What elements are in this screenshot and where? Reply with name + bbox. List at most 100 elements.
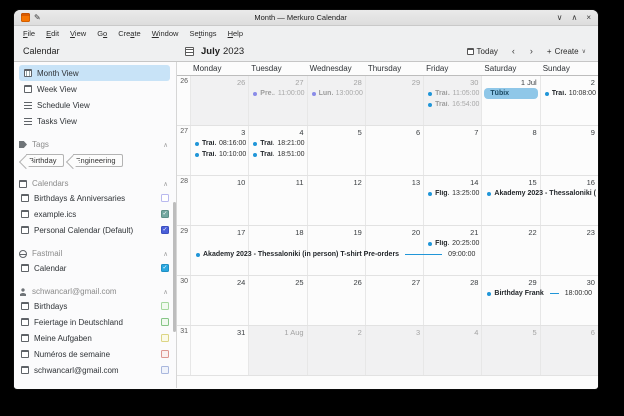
day-cell-28[interactable]: 28	[423, 276, 481, 325]
maximize-button[interactable]: ∧	[571, 13, 578, 22]
menu-item-file[interactable]: File	[23, 29, 36, 38]
next-month-button[interactable]: ›	[525, 46, 538, 56]
event-lun-13-00-00[interactable]: Lun…13:00:00	[308, 88, 365, 99]
day-cell-12[interactable]: 12	[306, 176, 365, 225]
previous-month-button[interactable]: ‹	[507, 46, 520, 56]
event-pre-11-00-00[interactable]: Pre…11:00:00	[249, 88, 306, 99]
day-cell-6[interactable]: 6	[539, 326, 598, 375]
day-cell-25[interactable]: 25	[248, 276, 306, 325]
sidebar-toggle-icon[interactable]	[185, 46, 194, 56]
section-header-schwancarl-gmail-com[interactable]: schwancarl@gmail.com ∧	[19, 285, 170, 298]
calendar-checkbox[interactable]	[161, 366, 169, 374]
day-cell-22[interactable]: 22	[481, 226, 539, 275]
calendar-checkbox[interactable]	[161, 334, 169, 342]
calendar-list-item-num-ros-de-semaine[interactable]: Numéros de semaine	[19, 346, 170, 362]
event-trai-18-51-00[interactable]: Trai…18:51:00	[249, 149, 306, 160]
span-event-akademy-2023-thessaloniki-in-person[interactable]: Akademy 2023 - Thessaloniki (in person)	[483, 188, 596, 199]
day-cell-26[interactable]: 26	[190, 76, 249, 125]
day-cell-29[interactable]: 29	[481, 276, 539, 325]
day-cell-19[interactable]: 19	[306, 226, 365, 275]
day-cell-2[interactable]: 2	[306, 326, 365, 375]
sidebar-scrollbar[interactable]	[173, 202, 176, 332]
event-trai-10-10-00[interactable]: Trai…10:10:00	[191, 149, 248, 160]
day-cell-8[interactable]: 8	[481, 126, 539, 175]
calendar-checkbox[interactable]	[161, 318, 169, 326]
day-cell-26[interactable]: 26	[306, 276, 365, 325]
calendar-list-item-birthdays-anniversaries[interactable]: Birthdays & Anniversaries	[19, 190, 170, 206]
day-cell-3[interactable]: 3	[364, 326, 424, 375]
calendar-list-item-personal-calendar-default[interactable]: Personal Calendar (Default) ✓	[19, 222, 170, 238]
tag-chip-birthday[interactable]: Birthday	[26, 154, 64, 167]
day-cell-1-aug[interactable]: 1 Aug	[248, 326, 307, 375]
day-cell-9[interactable]: 9	[539, 126, 598, 175]
event-flig-20-25-00[interactable]: Flig…20:25:00	[424, 238, 481, 249]
create-button[interactable]: + Create ∨	[543, 45, 590, 58]
day-cell-27[interactable]: 27	[364, 276, 423, 325]
day-cell-20[interactable]: 20	[364, 226, 423, 275]
calendar-list-item-calendar[interactable]: Calendar ✓	[19, 260, 170, 276]
menu-item-edit[interactable]: Edit	[46, 29, 60, 38]
sidebar-item-tasks-view[interactable]: Tasks View	[19, 113, 170, 129]
event-trai-18-21-00[interactable]: Trai…18:21:00	[249, 138, 306, 149]
calendar-list-item-example-ics[interactable]: example.ics ✓	[19, 206, 170, 222]
span-event-birthday-frank[interactable]: Birthday Frank 18:00:00	[483, 288, 596, 299]
day-cell-13[interactable]: 13	[364, 176, 423, 225]
calendar-list-item-schwancarl-gmail-com[interactable]: schwancarl@gmail.com	[19, 362, 170, 378]
event-trai-16-54-00[interactable]: Trai…16:54:00	[424, 99, 481, 110]
allday-event-t-bix[interactable]: Tübix	[484, 88, 538, 99]
day-cell-5[interactable]: 5	[481, 326, 540, 375]
day-cell-15[interactable]: 15	[481, 176, 539, 225]
event-trai-08-16-00[interactable]: Trai…08:16:00	[191, 138, 248, 149]
sidebar-item-month-view[interactable]: Month View	[19, 65, 170, 81]
day-cell-17[interactable]: 17	[190, 226, 248, 275]
menu-item-window[interactable]: Window	[151, 29, 179, 38]
chevron-up-icon[interactable]: ∧	[163, 141, 168, 149]
day-cell-24[interactable]: 24	[190, 276, 248, 325]
section-header-fastmail[interactable]: Fastmail ∧	[19, 247, 170, 260]
day-cell-5[interactable]: 5	[306, 126, 365, 175]
calendar-checkbox[interactable]: ✓	[161, 226, 169, 234]
day-cell-23[interactable]: 23	[539, 226, 598, 275]
section-header-tags[interactable]: Tags ∧	[19, 138, 170, 151]
calendar-checkbox[interactable]	[161, 350, 169, 358]
chevron-up-icon[interactable]: ∧	[163, 288, 168, 296]
span-event-akademy-2023-thessaloniki-in-person-t-shirt-pre-orders[interactable]: Akademy 2023 - Thessaloniki (in person) …	[192, 249, 479, 260]
tag-chip-engineering[interactable]: Engineering	[72, 154, 123, 167]
calendar-checkbox[interactable]	[161, 302, 169, 310]
day-cell-16[interactable]: 16	[539, 176, 598, 225]
day-cell-18[interactable]: 18	[248, 226, 306, 275]
minimize-button[interactable]: ∨	[556, 13, 563, 22]
calendar-checkbox[interactable]: ✓	[161, 210, 169, 218]
close-button[interactable]: ×	[586, 13, 591, 22]
day-cell-11[interactable]: 11	[248, 176, 306, 225]
sidebar-item-week-view[interactable]: Week View	[19, 81, 170, 97]
titlebar[interactable]: ✎ Month — Merkuro Calendar ∨ ∧ ×	[14, 10, 598, 26]
chevron-up-icon[interactable]: ∧	[163, 250, 168, 258]
day-cell-6[interactable]: 6	[364, 126, 423, 175]
today-button[interactable]: Today	[463, 45, 502, 58]
calendar-list-item-birthdays[interactable]: Birthdays	[19, 298, 170, 314]
calendar-list-item-meine-aufgaben[interactable]: Meine Aufgaben	[19, 330, 170, 346]
day-cell-29[interactable]: 29	[364, 76, 424, 125]
sidebar-item-schedule-view[interactable]: Schedule View	[19, 97, 170, 113]
menu-item-go[interactable]: Go	[97, 29, 108, 38]
calendar-checkbox[interactable]	[161, 194, 169, 202]
menu-item-settings[interactable]: Settings	[189, 29, 217, 38]
event-trai-11-05-00[interactable]: Trai…11:05:00	[424, 88, 481, 99]
day-cell-1-jul[interactable]: 1 Jul Tübix	[481, 76, 539, 125]
event-trai-10-08-00[interactable]: Trai…10:08:00	[541, 88, 598, 99]
calendar-list-item-feiertage-in-deutschland[interactable]: Feiertage in Deutschland	[19, 314, 170, 330]
pin-icon[interactable]: ✎	[34, 13, 41, 22]
day-cell-10[interactable]: 10	[190, 176, 248, 225]
day-cell-7[interactable]: 7	[423, 126, 481, 175]
calendar-checkbox[interactable]: ✓	[161, 264, 169, 272]
chevron-up-icon[interactable]: ∧	[163, 180, 168, 188]
